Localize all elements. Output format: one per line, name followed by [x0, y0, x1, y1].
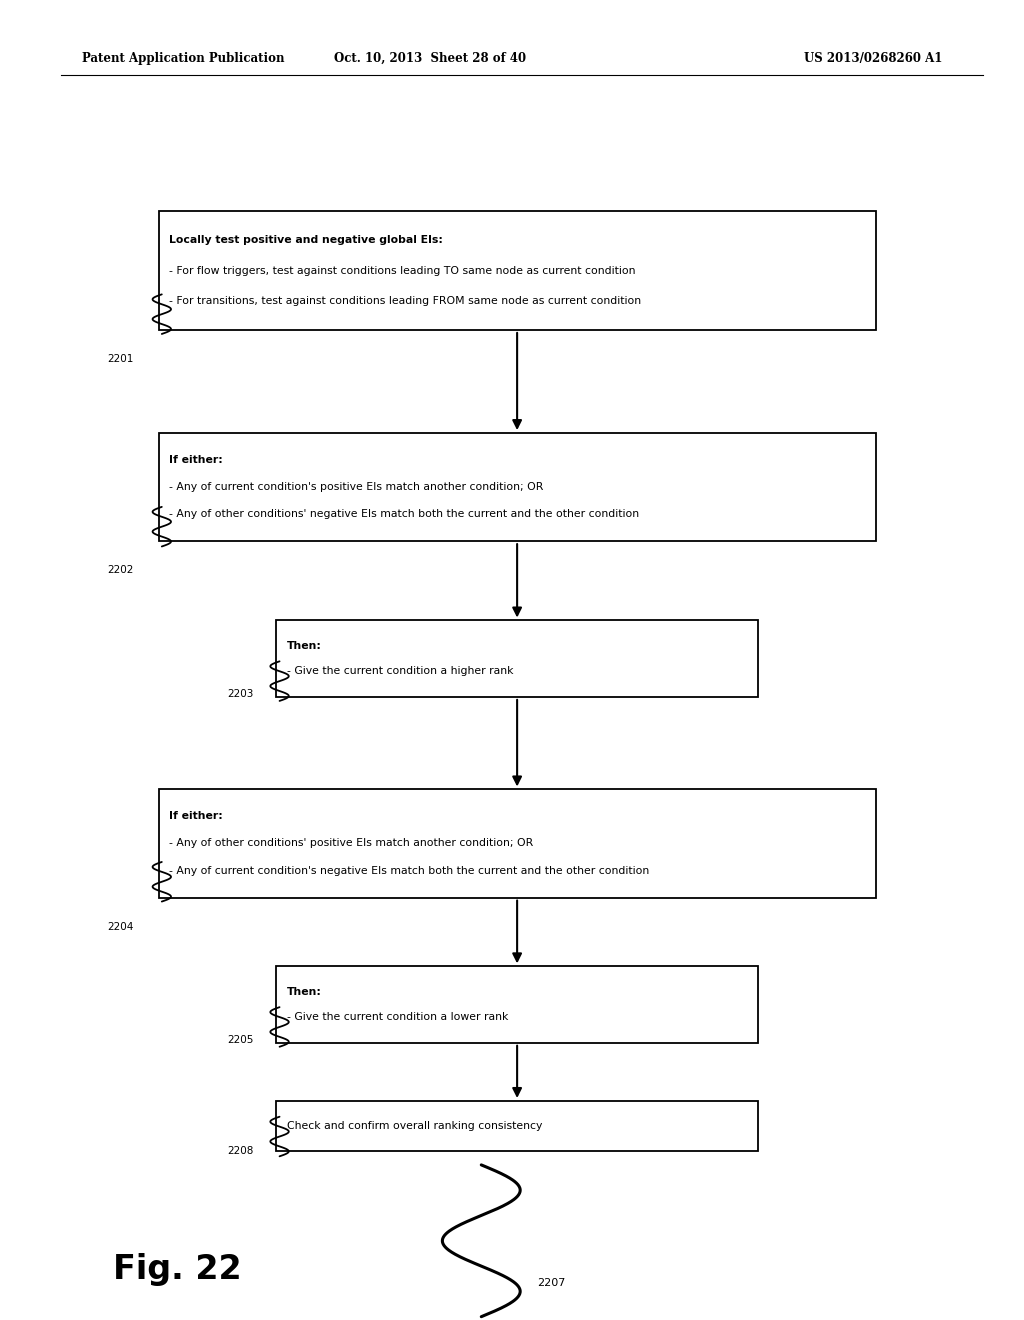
Bar	[276, 966, 758, 1043]
Bar	[159, 211, 876, 330]
Text: US 2013/0268260 A1: US 2013/0268260 A1	[804, 51, 942, 65]
Bar	[276, 620, 758, 697]
Bar	[159, 789, 876, 898]
Text: - Any of other conditions' negative EIs match both the current and the other con: - Any of other conditions' negative EIs …	[169, 510, 639, 519]
Text: Patent Application Publication: Patent Application Publication	[82, 51, 285, 65]
Text: 2201: 2201	[108, 354, 134, 364]
Text: - For flow triggers, test against conditions leading TO same node as current con: - For flow triggers, test against condit…	[169, 265, 636, 276]
Text: - Any of current condition's positive EIs match another condition; OR: - Any of current condition's positive EI…	[169, 482, 544, 492]
Text: Oct. 10, 2013  Sheet 28 of 40: Oct. 10, 2013 Sheet 28 of 40	[334, 51, 526, 65]
Text: Fig. 22: Fig. 22	[113, 1254, 242, 1286]
Text: Then:: Then:	[287, 642, 322, 651]
Text: - Give the current condition a lower rank: - Give the current condition a lower ran…	[287, 1012, 508, 1022]
Text: 2204: 2204	[108, 921, 134, 932]
Text: - For transitions, test against conditions leading FROM same node as current con: - For transitions, test against conditio…	[169, 297, 641, 306]
Text: - Any of current condition's negative EIs match both the current and the other c: - Any of current condition's negative EI…	[169, 866, 649, 875]
Text: 2202: 2202	[108, 565, 134, 576]
Text: Locally test positive and negative global EIs:: Locally test positive and negative globa…	[169, 235, 442, 244]
Bar	[159, 433, 876, 541]
Text: 2207: 2207	[538, 1278, 566, 1288]
Text: 2205: 2205	[227, 1035, 254, 1045]
Text: If either:: If either:	[169, 455, 222, 465]
Text: - Give the current condition a higher rank: - Give the current condition a higher ra…	[287, 667, 513, 676]
Text: - Any of other conditions' positive EIs match another condition; OR: - Any of other conditions' positive EIs …	[169, 838, 534, 849]
Text: Then:: Then:	[287, 987, 322, 997]
Bar	[276, 1101, 758, 1151]
Text: Check and confirm overall ranking consistency: Check and confirm overall ranking consis…	[287, 1121, 542, 1131]
Text: 2203: 2203	[227, 689, 254, 700]
Text: 2208: 2208	[227, 1146, 254, 1156]
Text: If either:: If either:	[169, 812, 222, 821]
